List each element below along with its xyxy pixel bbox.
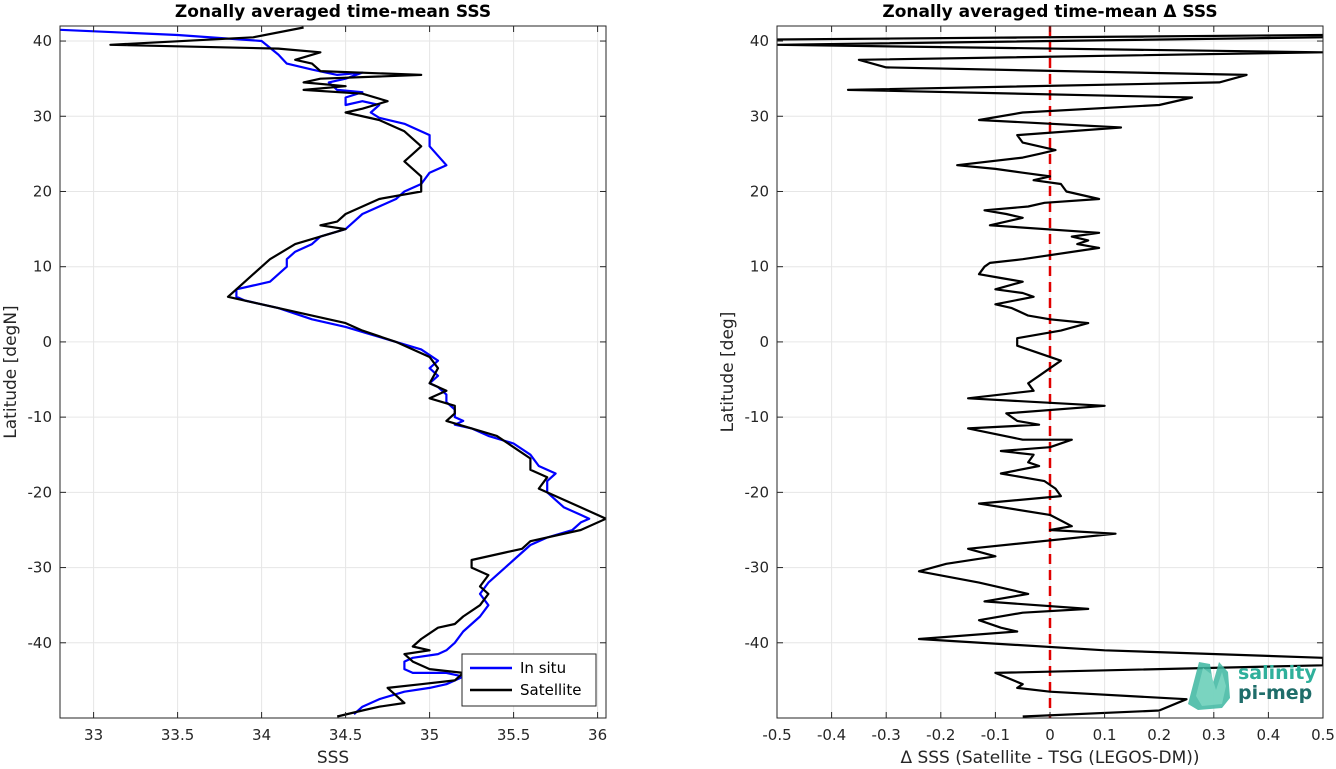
x-tick-label: 0.4 (1256, 726, 1280, 744)
x-tick-label: 0.5 (1311, 726, 1335, 744)
y-tick-label: -10 (745, 408, 770, 426)
legend: In situ Satellite (461, 653, 597, 707)
x-tick-label: -0.3 (872, 726, 901, 744)
logo-line1: salinity (1238, 662, 1317, 684)
x-tick-label: 0.3 (1202, 726, 1226, 744)
legend-entry: Satellite (520, 681, 581, 699)
plot-area (60, 26, 606, 718)
salinity-pi-mep-logo: salinity pi-mep (1188, 662, 1317, 710)
x-tick-label: -0.2 (926, 726, 955, 744)
axis-box (59, 25, 607, 719)
x-tick-label: 0.2 (1147, 726, 1171, 744)
x-tick-label: -0.5 (762, 726, 791, 744)
y-tick-label: 10 (750, 258, 769, 276)
x-tick-label: 34 (252, 726, 271, 744)
x-tick-label: 33.5 (161, 726, 194, 744)
series-line-delta-sss (777, 33, 1323, 718)
x-tick-label: -0.4 (817, 726, 846, 744)
x-tick-label: 35 (420, 726, 439, 744)
y-tick-label: -10 (28, 408, 53, 426)
y-tick-label: 20 (33, 182, 52, 200)
x-tick-label: 35.5 (497, 726, 530, 744)
y-tick-label: -20 (745, 483, 770, 501)
y-tick-label: -40 (745, 634, 770, 652)
x-tick-label: 0.1 (1093, 726, 1117, 744)
x-tick-label: -0.1 (981, 726, 1010, 744)
y-tick-label: 30 (33, 107, 52, 125)
x-axis-label: Δ SSS (Satellite - TSG (LEGOS-DM)) (900, 748, 1199, 768)
y-tick-label: 10 (33, 258, 52, 276)
series-line-satellite (109, 26, 606, 718)
right-panel-delta-sss: -0.5 -0.4 -0.3 -0.2 -0.1 0 0.1 0.2 0.3 0.4 0.5 -40 -… (718, 2, 1335, 768)
y-tick-label: 0 (42, 333, 52, 351)
x-tick-label: 34.5 (329, 726, 362, 744)
y-tick-label: -40 (28, 634, 53, 652)
logo-line2: pi-mep (1238, 682, 1312, 704)
y-axis-label: Latitude [degN] (1, 305, 21, 438)
x-axis-label: SSS (317, 748, 349, 768)
series-line-in-situ (60, 28, 591, 716)
y-tick-label: 40 (33, 32, 52, 50)
y-axis-label: Latitude [deg] (718, 312, 738, 433)
y-tick-label: 30 (750, 107, 769, 125)
y-tick-label: 0 (759, 333, 769, 351)
y-tick-label: -30 (28, 559, 53, 577)
x-tick-label: 0 (1045, 726, 1055, 744)
left-panel-sss: 33 33.5 34 34.5 35 35.5 36 -40 -30 -20 -10 0 10 20 30 4… (1, 2, 607, 768)
x-tick-label: 36 (588, 726, 607, 744)
y-tick-label: 40 (750, 32, 769, 50)
legend-box (461, 653, 597, 707)
y-tick-label: 20 (750, 182, 769, 200)
chart-title: Zonally averaged time-mean SSS (175, 2, 491, 22)
chart-title: Zonally averaged time-mean Δ SSS (882, 2, 1217, 22)
y-tick-label: -30 (745, 559, 770, 577)
y-tick-label: -20 (28, 483, 53, 501)
x-tick-label: 33 (84, 726, 103, 744)
legend-entry: In situ (520, 659, 566, 677)
